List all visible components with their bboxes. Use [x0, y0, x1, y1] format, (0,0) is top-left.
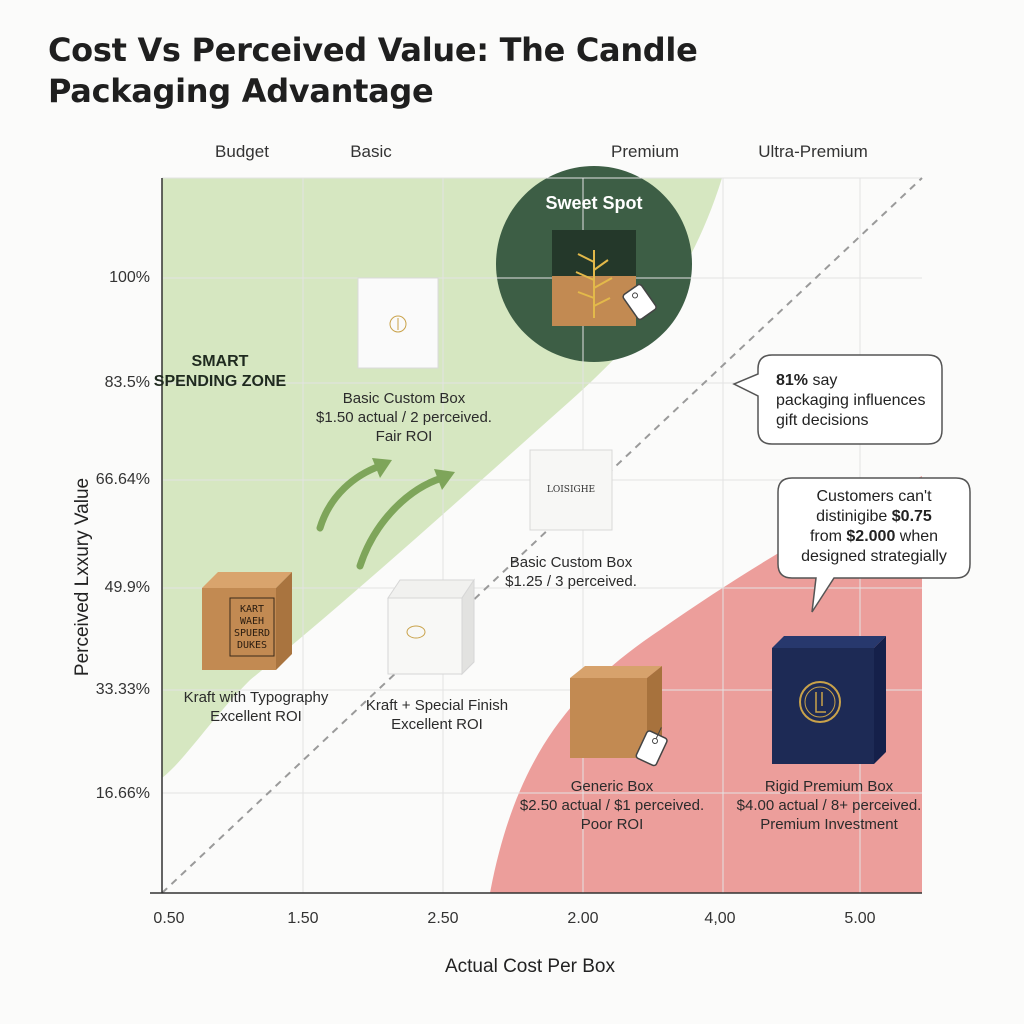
y-tick-label: 33.33%: [95, 681, 150, 698]
point-detail: $1.50 actual / 2 perceived.: [316, 409, 492, 426]
quote-highlight: $0.75: [891, 508, 932, 525]
x-tick-label: 0.50: [153, 910, 185, 927]
stat-callout-text: 81% say packaging influences gift decisi…: [776, 371, 936, 431]
page-title: Cost Vs Perceived Value: The Candle Pack…: [48, 31, 698, 110]
point-title: Kraft with Typography: [183, 689, 329, 706]
point-label-kraft-special: Kraft + Special Finish Excellent ROI: [366, 696, 508, 734]
x-tick-label: 2.50: [427, 910, 459, 927]
point-label-basic-custom-1: Basic Custom Box $1.50 actual / 2 percei…: [316, 389, 492, 446]
point-note: Fair ROI: [375, 428, 433, 445]
smart-spending-zone-label: SMART SPENDING ZONE: [153, 353, 287, 390]
quote-line: Customers can't: [816, 488, 932, 505]
stat-callout-bubble: [732, 354, 943, 445]
tier-label: Ultra-Premium: [758, 142, 868, 161]
kraft-box-image: KART WAEH SPUERD DUKES: [202, 572, 292, 670]
arrow-head-icon: [372, 458, 392, 478]
parity-line: [161, 177, 923, 894]
point-note: Excellent ROI: [391, 716, 483, 733]
point-detail: $2.50 actual / $1 perceived.: [519, 797, 705, 814]
point-label-kraft-typography: Kraft with Typography Excellent ROI: [184, 688, 329, 726]
y-tick-label: 100%: [109, 269, 150, 286]
generic-box-image: [570, 666, 668, 767]
point-detail: $4.00 actual / 8+ perceived.: [736, 797, 922, 814]
box-logo-text: LOISIGHE: [547, 485, 595, 495]
point-title: Kraft + Special Finish: [365, 697, 509, 714]
arrow-icon: [356, 474, 446, 570]
quote-line: when: [895, 528, 939, 545]
stat-text: packaging influences: [776, 392, 926, 409]
y-tick-label: 66.64%: [95, 471, 150, 488]
y-tick-label: 83.5%: [104, 374, 150, 391]
point-title: Basic Custom Box: [342, 390, 466, 407]
x-tick-label: 4,00: [704, 910, 736, 927]
y-axis-label: Perceived Lxxury Value: [72, 477, 93, 677]
box-print-text: KART: [240, 604, 264, 615]
quote-line: from: [809, 528, 847, 545]
point-note: Poor ROI: [580, 816, 644, 833]
x-tick-label: 1.50: [287, 910, 319, 927]
point-note: Premium Investment: [760, 816, 898, 833]
x-axis-label: Actual Cost Per Box: [444, 956, 616, 977]
point-detail: $1.25 / 3 perceived.: [505, 573, 637, 590]
point-note: Excellent ROI: [210, 708, 302, 725]
quote-line: distinigibe: [816, 508, 892, 525]
premium-box-image: [552, 230, 657, 326]
stat-text: gift decisions: [776, 412, 869, 429]
point-title: Basic Custom Box: [509, 554, 633, 571]
quote-callout-bubble: [777, 477, 971, 613]
box-print-text: WAEH: [240, 616, 264, 627]
overspend-zone: [490, 476, 922, 893]
point-title: Rigid Premium Box: [764, 778, 894, 795]
stat-highlight: 81%: [776, 372, 809, 389]
box-print-text: DUKES: [237, 640, 267, 651]
white-box-image: [357, 277, 439, 369]
quote-callout-text: Customers can't distinigibe $0.75 from $…: [778, 487, 970, 567]
arrow-icon: [316, 462, 384, 532]
y-tick-label: 49.9%: [104, 579, 150, 596]
point-label-basic-custom-2: Basic Custom Box $1.25 / 3 perceived.: [505, 553, 637, 591]
tier-label: Basic: [350, 142, 392, 161]
x-tick-label: 5.00: [844, 910, 876, 927]
price-tag-icon: [635, 727, 668, 767]
white-box-image: LOISIGHE: [529, 449, 613, 531]
box-print-text: SPUERD: [234, 628, 270, 639]
tier-label: Premium: [610, 142, 680, 161]
quote-highlight: $2.000: [846, 528, 896, 545]
white-box-image: [387, 578, 475, 676]
point-title: Generic Box: [570, 778, 654, 795]
y-tick-label: 16.66%: [95, 785, 150, 802]
sweet-spot-label: Sweet Spot: [545, 193, 643, 213]
stat-text: say: [808, 372, 838, 389]
rigid-box-image: [772, 636, 886, 764]
arrow-head-icon: [434, 469, 455, 490]
quote-line: designed strategially: [801, 548, 947, 565]
point-label-rigid-premium: Rigid Premium Box $4.00 actual / 8+ perc…: [737, 777, 922, 834]
x-tick-label: 2.00: [567, 910, 599, 927]
price-tag-icon: [622, 283, 657, 321]
tier-label: Budget: [215, 142, 269, 161]
point-label-generic-box: Generic Box $2.50 actual / $1 perceived.…: [520, 777, 704, 834]
